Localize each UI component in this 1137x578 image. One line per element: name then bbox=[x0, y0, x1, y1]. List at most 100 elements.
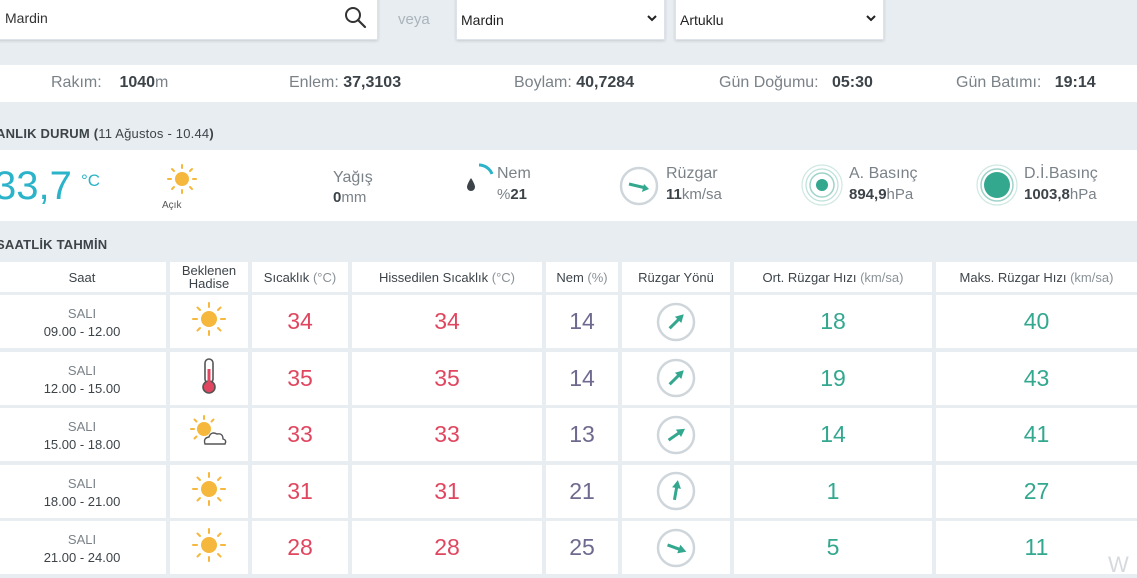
rain-value: 0mm bbox=[333, 189, 367, 206]
sun-icon bbox=[167, 164, 197, 194]
wind-direction-icon bbox=[619, 166, 659, 206]
thermometer-icon bbox=[191, 357, 227, 400]
row-temp: 34 bbox=[252, 295, 348, 348]
search-input[interactable] bbox=[5, 7, 325, 29]
wind-direction-icon bbox=[656, 415, 696, 454]
header-humidity: Nem (%) bbox=[546, 262, 618, 292]
row-feels: 28 bbox=[352, 521, 542, 574]
row-day: SALI bbox=[67, 362, 97, 378]
row-temp: 35 bbox=[252, 351, 348, 405]
row-feels: 35 bbox=[352, 351, 542, 405]
province-select[interactable]: Mardin bbox=[456, 0, 665, 40]
row-humidity: 14 bbox=[546, 351, 618, 405]
header-wind-dir: Rüzgar Yönü bbox=[622, 262, 730, 292]
row-wind-avg: 5 bbox=[734, 521, 932, 574]
wind-label: Rüzgar bbox=[666, 165, 718, 182]
row-time: 21.00 - 24.00 bbox=[43, 550, 121, 565]
row-time-cell: SALI 21.00 - 24.00 bbox=[0, 521, 166, 574]
chevron-down-icon bbox=[647, 15, 657, 22]
current-conditions: 33,7 °C Açık Yağış 0mm Nem %21 Rüzgar 11… bbox=[0, 150, 1137, 221]
wind-value: 11km/sa bbox=[666, 186, 722, 203]
row-wind-max: 41 bbox=[936, 408, 1137, 461]
sunset: Gün Batımı: 19:14 bbox=[956, 74, 1096, 91]
row-wind-dir-cell bbox=[622, 351, 730, 405]
header-event: Beklenen Hadise bbox=[170, 262, 248, 292]
temp-unit: °C bbox=[81, 171, 101, 190]
row-wind-avg: 14 bbox=[734, 408, 932, 461]
location-info-row: Rakım: 1040m Enlem: 37,3103 Boylam: 40,7… bbox=[0, 65, 1137, 102]
row-humidity: 25 bbox=[546, 521, 618, 574]
hourly-title: SAATLİK TAHMİN bbox=[0, 237, 108, 252]
district-selected: Artuklu bbox=[680, 12, 724, 28]
row-time: 18.00 - 21.00 bbox=[43, 493, 121, 509]
dpressure-label: D.İ.Basınç bbox=[1024, 165, 1098, 182]
row-humidity: 14 bbox=[546, 295, 618, 348]
header-wind-avg: Ort. Rüzgar Hızı (km/sa) bbox=[734, 262, 932, 292]
watermark-fragment: W bbox=[1108, 552, 1129, 577]
row-humidity: 21 bbox=[546, 464, 618, 518]
pressure-icon bbox=[801, 164, 843, 206]
wind-direction-icon bbox=[656, 471, 696, 511]
row-temp: 33 bbox=[252, 408, 348, 461]
row-temp: 31 bbox=[252, 464, 348, 518]
province-selected: Mardin bbox=[461, 12, 504, 28]
row-time: 15.00 - 18.00 bbox=[43, 437, 121, 452]
wind-direction-icon bbox=[656, 302, 696, 341]
condition-label: Açık bbox=[162, 200, 182, 211]
row-time-cell: SALI 15.00 - 18.00 bbox=[0, 408, 166, 461]
row-wind-dir-cell bbox=[622, 521, 730, 574]
sea-pressure-icon bbox=[976, 164, 1018, 206]
partly-cloudy-icon bbox=[189, 414, 229, 455]
row-wind-dir-cell bbox=[622, 408, 730, 461]
dpressure-value: 1003,8hPa bbox=[1024, 186, 1097, 203]
row-humidity: 13 bbox=[546, 408, 618, 461]
row-day: SALI bbox=[67, 419, 97, 434]
row-event-cell bbox=[170, 351, 248, 405]
wind-direction-icon bbox=[656, 528, 696, 567]
rain-label: Yağış bbox=[333, 169, 373, 186]
row-wind-avg: 19 bbox=[734, 351, 932, 405]
row-wind-avg: 1 bbox=[734, 464, 932, 518]
row-wind-max: 43 bbox=[936, 351, 1137, 405]
row-wind-dir-cell bbox=[622, 295, 730, 348]
altitude: Rakım: 1040m bbox=[51, 74, 169, 91]
current-title: ANLIK DURUM (11 Ağustos - 10.44) bbox=[0, 126, 214, 141]
sun-icon bbox=[191, 527, 227, 568]
chevron-down-icon bbox=[866, 15, 876, 22]
row-day: SALI bbox=[67, 306, 97, 321]
search-box[interactable] bbox=[0, 0, 378, 40]
row-temp: 28 bbox=[252, 521, 348, 574]
row-event-cell bbox=[170, 295, 248, 348]
row-feels: 33 bbox=[352, 408, 542, 461]
longitude: Boylam: 40,7284 bbox=[514, 74, 635, 91]
row-event-cell bbox=[170, 521, 248, 574]
current-temp: 33,7 bbox=[0, 164, 72, 208]
row-time-cell: SALI 12.00 - 15.00 bbox=[0, 351, 166, 405]
humidity-icon bbox=[467, 163, 494, 191]
row-wind-max: 11 bbox=[936, 521, 1137, 574]
header-wind-max: Maks. Rüzgar Hızı (km/sa) bbox=[936, 262, 1137, 292]
sun-icon bbox=[191, 471, 227, 512]
sun-icon bbox=[191, 301, 227, 342]
sunrise: Gün Doğumu: 05:30 bbox=[719, 74, 873, 91]
row-time: 09.00 - 12.00 bbox=[43, 324, 121, 339]
top-bar: veya Mardin Artuklu bbox=[0, 0, 1137, 65]
humidity-label: Nem bbox=[497, 165, 531, 182]
wind-direction-icon bbox=[656, 358, 696, 398]
row-wind-dir-cell bbox=[622, 464, 730, 518]
latitude: Enlem: 37,3103 bbox=[289, 74, 402, 91]
or-label: veya bbox=[398, 11, 430, 28]
search-icon[interactable] bbox=[343, 5, 367, 29]
row-event-cell bbox=[170, 408, 248, 461]
row-wind-max: 27 bbox=[936, 464, 1137, 518]
row-time: 12.00 - 15.00 bbox=[43, 380, 121, 396]
row-wind-avg: 18 bbox=[734, 295, 932, 348]
row-time-cell: SALI 09.00 - 12.00 bbox=[0, 295, 166, 348]
header-temp: Sıcaklık (°C) bbox=[252, 262, 348, 292]
row-time-cell: SALI 18.00 - 21.00 bbox=[0, 464, 166, 518]
row-event-cell bbox=[170, 464, 248, 518]
district-select[interactable]: Artuklu bbox=[675, 0, 884, 40]
row-wind-max: 40 bbox=[936, 295, 1137, 348]
header-feels: Hissedilen Sıcaklık (°C) bbox=[352, 262, 542, 292]
row-feels: 34 bbox=[352, 295, 542, 348]
